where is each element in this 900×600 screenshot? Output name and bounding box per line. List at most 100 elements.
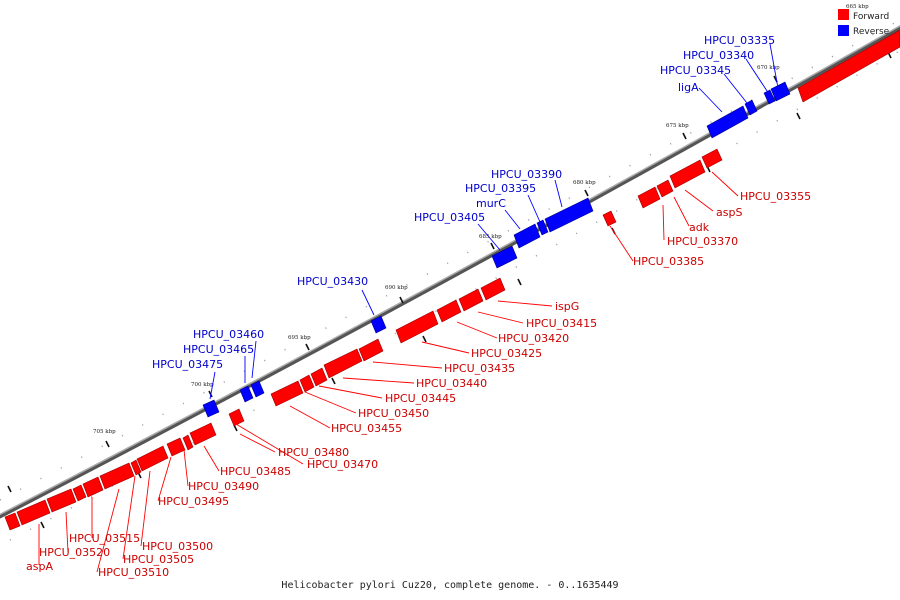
gene-label: HPCU_03430 [297, 275, 368, 288]
reverse-genes [202, 81, 791, 418]
gene-forward [323, 348, 363, 379]
inner-ticks [40, 51, 892, 529]
gene-label: HPCU_03495 [158, 495, 229, 508]
gene-forward [458, 288, 484, 312]
gene-label: HPCU_03470 [307, 458, 378, 471]
gene-label: adk [689, 221, 710, 234]
gene-label: HPCU_03425 [471, 347, 542, 360]
gene-label: HPCU_03475 [152, 358, 223, 371]
gene-reverse [770, 81, 791, 102]
gene-forward [4, 512, 21, 531]
tick-label: 670 kbp [757, 65, 780, 71]
gene-forward [480, 277, 506, 301]
forward-genes [4, 29, 900, 531]
gene-label: HPCU_03440 [416, 377, 487, 390]
gene-label: HPCU_03420 [498, 332, 569, 345]
gene-forward [637, 186, 661, 209]
gene-label: ispG [555, 300, 579, 313]
legend: 665 kbp Forward Reverse [838, 4, 890, 37]
tick-label: 695 kbp [288, 335, 311, 341]
gene-label: HPCU_03480 [278, 446, 349, 459]
legend-forward-label: Forward [853, 12, 889, 22]
gene-reverse [250, 380, 265, 398]
gene-forward [182, 434, 194, 451]
gene-reverse [370, 315, 387, 334]
gene-forward [72, 484, 87, 502]
gene-label: aspA [26, 560, 53, 573]
genome-caption: Helicobacter pylori Cuz20, complete geno… [281, 580, 618, 591]
gene-label: HPCU_03465 [183, 343, 254, 356]
gene-forward [46, 488, 77, 513]
gene-label: HPCU_03510 [98, 566, 169, 579]
gene-label: HPCU_03345 [660, 64, 731, 77]
gene-reverse [536, 219, 549, 236]
gene-forward [656, 179, 674, 198]
gene-reverse [202, 399, 220, 418]
reverse-labels: HPCU_03335 HPCU_03340 HPCU_03345 ligA HP… [152, 34, 775, 371]
tick-label: 700 kbp [191, 382, 214, 388]
gene-label: HPCU_03455 [331, 422, 402, 435]
tick-label: 705 kbp [93, 429, 116, 435]
gene-label: HPCU_03415 [526, 317, 597, 330]
gene-forward [395, 310, 439, 344]
gene-label: HPCU_03335 [704, 34, 775, 47]
forward-leaders [38, 171, 739, 573]
gene-label: HPCU_03385 [633, 255, 704, 268]
gene-forward [270, 380, 304, 407]
gene-forward [797, 29, 900, 103]
gene-label: HPCU_03405 [414, 211, 485, 224]
tick-label: 690 kbp [385, 285, 408, 291]
tick-label: 675 kbp [666, 123, 689, 129]
gene-forward [136, 445, 169, 472]
gene-label: HPCU_03445 [385, 392, 456, 405]
forward-labels: HPCU_03355 aspS adk HPCU_03370 HPCU_0338… [26, 190, 811, 579]
gene-forward [701, 148, 723, 169]
gene-label: ligA [678, 81, 699, 94]
gene-label: HPCU_03485 [220, 465, 291, 478]
tick-label: 685 kbp [479, 234, 502, 240]
outer-scale-dots [0, 19, 900, 501]
gene-reverse [744, 99, 758, 116]
gene-label: murC [476, 197, 506, 210]
gene-reverse [239, 385, 254, 403]
tick-label: 680 kbp [573, 180, 596, 186]
gene-label: HPCU_03355 [740, 190, 811, 203]
gene-label: HPCU_03515 [69, 532, 140, 545]
gene-label: HPCU_03505 [123, 553, 194, 566]
outer-ticks [7, 75, 778, 493]
legend-reverse-swatch [838, 25, 849, 36]
gene-forward [228, 408, 245, 427]
legend-forward-swatch [838, 9, 849, 20]
gene-label: HPCU_03395 [465, 182, 536, 195]
gene-label: HPCU_03435 [444, 362, 515, 375]
gene-forward [310, 367, 328, 387]
gene-forward [16, 499, 51, 526]
gene-label: HPCU_03490 [188, 480, 259, 493]
gene-forward [299, 374, 315, 393]
gene-label: HPCU_03370 [667, 235, 738, 248]
gene-label: HPCU_03340 [683, 49, 754, 62]
gene-forward [436, 299, 462, 323]
genome-backbone [0, 24, 900, 519]
gene-forward [602, 210, 617, 227]
gene-label: HPCU_03390 [491, 168, 562, 181]
legend-faint-label: 665 kbp [846, 4, 869, 10]
gene-forward [166, 437, 186, 457]
gene-reverse [513, 223, 541, 249]
gene-label: HPCU_03460 [193, 328, 264, 341]
gene-forward [130, 459, 142, 476]
gene-reverse [763, 89, 776, 105]
gene-forward [99, 462, 135, 490]
gene-forward [189, 422, 217, 446]
gene-label: HPCU_03520 [39, 546, 110, 559]
gene-forward [358, 338, 384, 362]
gene-label: HPCU_03500 [142, 540, 213, 553]
reverse-leaders [209, 43, 779, 400]
gene-reverse [544, 197, 594, 233]
gene-label: HPCU_03450 [358, 407, 429, 420]
gene-forward [82, 476, 104, 498]
legend-reverse-label: Reverse [853, 27, 890, 37]
tick-labels: 670 kbp 675 kbp 680 kbp 685 kbp 690 kbp … [93, 65, 780, 435]
gene-reverse [491, 245, 518, 269]
gene-label: aspS [716, 206, 742, 219]
